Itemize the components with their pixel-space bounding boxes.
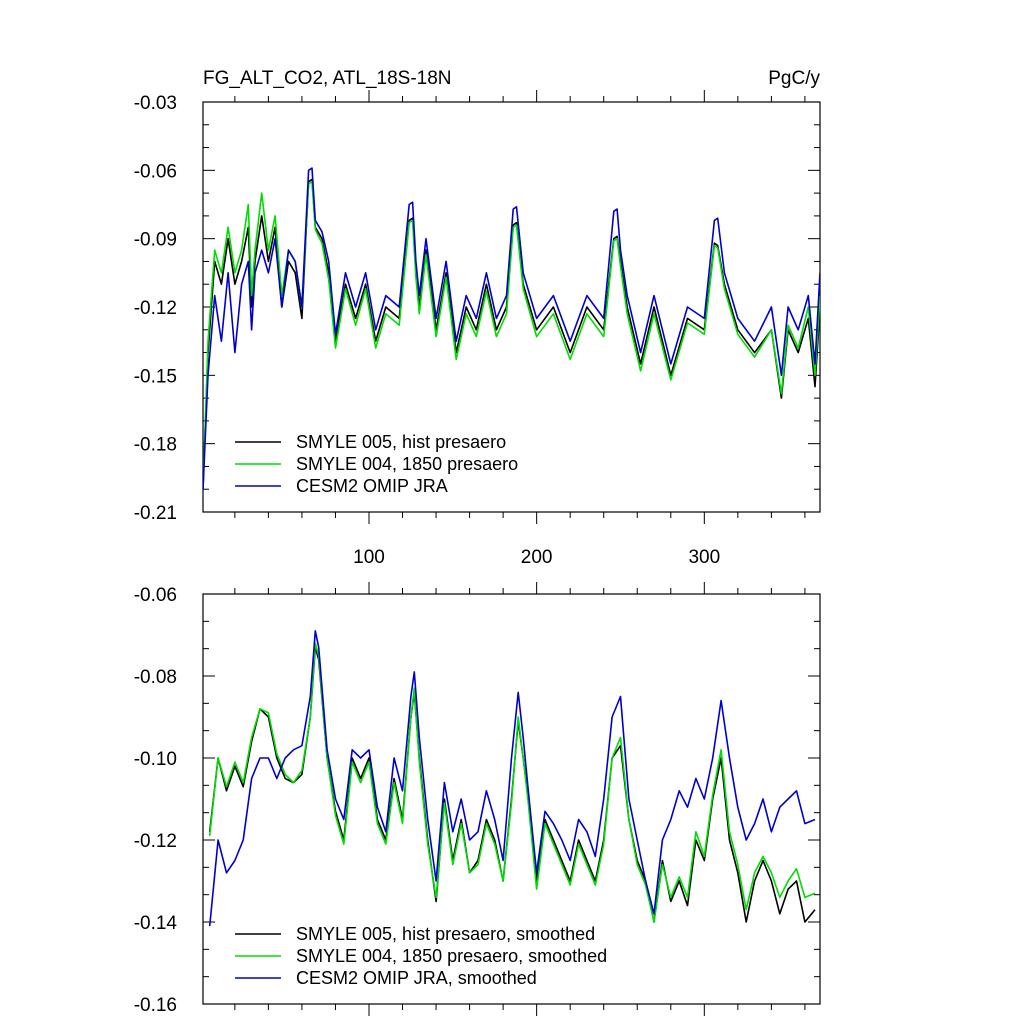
legend-label: CESM2 OMIP JRA — [296, 476, 448, 496]
legend-label: SMYLE 004, 1850 presaero — [296, 454, 518, 474]
y-tick-label: -0.06 — [134, 585, 177, 606]
y-tick-label: -0.15 — [134, 366, 177, 387]
y-tick-label: -0.10 — [134, 749, 177, 770]
chart-title: FG_ALT_CO2, ATL_18S-18N — [203, 68, 452, 89]
y-tick-label: -0.08 — [134, 667, 177, 688]
x-tick-label: 300 — [688, 547, 720, 568]
y-tick-label: -0.03 — [134, 93, 177, 114]
series-line-top-3 — [203, 167, 820, 490]
x-tick-label: 200 — [521, 547, 553, 568]
y-tick-label: -0.14 — [134, 913, 178, 934]
y-tick-label: -0.09 — [134, 230, 177, 251]
y-tick-label: -0.06 — [134, 161, 177, 182]
legend-label: SMYLE 005, hist presaero — [296, 432, 506, 452]
legend-label: SMYLE 005, hist presaero, smoothed — [296, 924, 595, 944]
series-line-bottom-3 — [208, 630, 816, 927]
plot-frame-bottom — [202, 593, 821, 1005]
x-tick-label: 100 — [353, 547, 385, 568]
legend-label: SMYLE 004, 1850 presaero, smoothed — [296, 946, 607, 966]
panel-bottom: -0.16 -0.14 -0.12 -0.10 -0.08 -0.06 SMYLE 005,… — [134, 582, 821, 1016]
y-tick-label: -0.16 — [134, 995, 177, 1016]
series-line-top-2 — [203, 180, 820, 490]
y-tick-label: -0.18 — [134, 435, 177, 456]
panel-top: -0.21 -0.18 -0.15 -0.12 -0.09 -0.06 -0.03 100 20… — [134, 90, 821, 568]
y-tick-label: -0.12 — [134, 831, 177, 852]
y-tick-label: -0.21 — [134, 503, 177, 524]
legend-label: CESM2 OMIP JRA, smoothed — [296, 968, 537, 988]
y-tick-label: -0.12 — [134, 298, 177, 319]
units-label: PgC/y — [768, 68, 820, 89]
series-line-bottom-2 — [208, 642, 816, 923]
